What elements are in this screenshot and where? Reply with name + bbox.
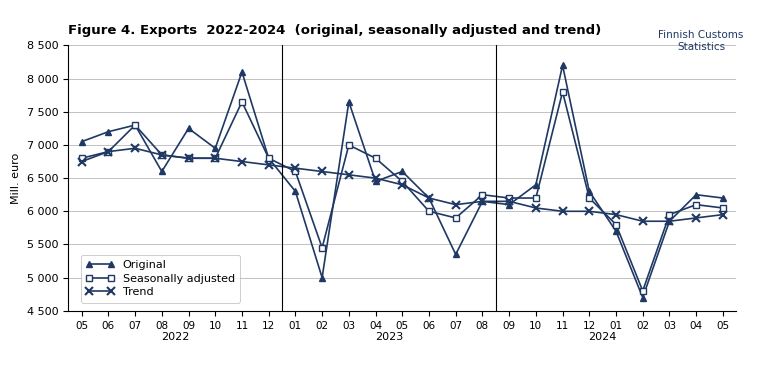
Original bbox=[77, 139, 87, 144]
Original bbox=[157, 169, 166, 174]
Text: Figure 4. Exports  2022-2024  (original, seasonally adjusted and trend): Figure 4. Exports 2022-2024 (original, s… bbox=[68, 24, 602, 38]
Seasonally adjusted bbox=[691, 202, 701, 207]
Seasonally adjusted bbox=[398, 179, 407, 184]
Trend bbox=[691, 216, 701, 220]
Seasonally adjusted bbox=[638, 289, 647, 293]
Original bbox=[665, 219, 674, 224]
Original bbox=[451, 252, 460, 257]
Original bbox=[612, 229, 621, 233]
Original bbox=[238, 70, 247, 74]
Trend bbox=[531, 206, 540, 210]
Original bbox=[558, 63, 567, 67]
Seasonally adjusted bbox=[238, 100, 247, 104]
Seasonally adjusted bbox=[584, 196, 594, 200]
Original bbox=[291, 189, 300, 194]
Seasonally adjusted bbox=[505, 196, 514, 200]
Trend bbox=[718, 212, 727, 217]
Trend bbox=[398, 182, 407, 187]
Seasonally adjusted bbox=[451, 216, 460, 220]
Original bbox=[211, 146, 220, 150]
Original bbox=[131, 123, 140, 127]
Original bbox=[718, 196, 727, 200]
Seasonally adjusted bbox=[558, 90, 567, 94]
Trend bbox=[345, 172, 354, 177]
Original bbox=[478, 199, 487, 204]
Trend bbox=[558, 209, 567, 213]
Trend bbox=[184, 156, 193, 160]
Seasonally adjusted bbox=[371, 156, 380, 160]
Text: 2023: 2023 bbox=[375, 332, 403, 342]
Original bbox=[584, 189, 594, 194]
Trend bbox=[291, 166, 300, 171]
Trend bbox=[264, 163, 273, 167]
Seasonally adjusted bbox=[665, 212, 674, 217]
Original bbox=[104, 130, 113, 134]
Seasonally adjusted bbox=[77, 156, 87, 160]
Trend bbox=[478, 199, 487, 204]
Seasonally adjusted bbox=[478, 193, 487, 197]
Trend bbox=[238, 159, 247, 164]
Text: Finnish Customs
Statistics: Finnish Customs Statistics bbox=[659, 30, 744, 52]
Original bbox=[424, 196, 433, 200]
Seasonally adjusted bbox=[131, 123, 140, 127]
Line: Original: Original bbox=[78, 62, 726, 301]
Original bbox=[184, 126, 193, 131]
Y-axis label: Mill. euro: Mill. euro bbox=[11, 152, 21, 204]
Seasonally adjusted bbox=[317, 246, 326, 250]
Line: Trend: Trend bbox=[77, 144, 727, 226]
Seasonally adjusted bbox=[211, 156, 220, 160]
Trend bbox=[131, 146, 140, 150]
Original bbox=[638, 295, 647, 300]
Line: Seasonally adjusted: Seasonally adjusted bbox=[78, 88, 726, 294]
Trend bbox=[104, 149, 113, 154]
Seasonally adjusted bbox=[157, 153, 166, 157]
Original bbox=[505, 202, 514, 207]
Seasonally adjusted bbox=[104, 149, 113, 154]
Trend bbox=[371, 176, 380, 180]
Original bbox=[691, 193, 701, 197]
Seasonally adjusted bbox=[424, 209, 433, 213]
Original bbox=[345, 100, 354, 104]
Seasonally adjusted bbox=[184, 156, 193, 160]
Original bbox=[531, 182, 540, 187]
Trend bbox=[638, 219, 647, 224]
Trend bbox=[424, 196, 433, 200]
Trend bbox=[77, 159, 87, 164]
Trend bbox=[665, 219, 674, 224]
Original bbox=[371, 179, 380, 184]
Trend bbox=[317, 169, 326, 174]
Trend bbox=[451, 202, 460, 207]
Trend bbox=[505, 199, 514, 204]
Text: 2022: 2022 bbox=[161, 332, 189, 342]
Original bbox=[264, 156, 273, 160]
Original bbox=[317, 275, 326, 280]
Seasonally adjusted bbox=[264, 156, 273, 160]
Text: 2024: 2024 bbox=[588, 332, 617, 342]
Seasonally adjusted bbox=[718, 206, 727, 210]
Seasonally adjusted bbox=[345, 143, 354, 147]
Trend bbox=[612, 212, 621, 217]
Seasonally adjusted bbox=[531, 196, 540, 200]
Trend bbox=[584, 209, 594, 213]
Seasonally adjusted bbox=[612, 222, 621, 227]
Trend bbox=[157, 153, 166, 157]
Trend bbox=[211, 156, 220, 160]
Legend: Original, Seasonally adjusted, Trend: Original, Seasonally adjusted, Trend bbox=[80, 255, 241, 302]
Original bbox=[398, 169, 407, 174]
Seasonally adjusted bbox=[291, 169, 300, 174]
